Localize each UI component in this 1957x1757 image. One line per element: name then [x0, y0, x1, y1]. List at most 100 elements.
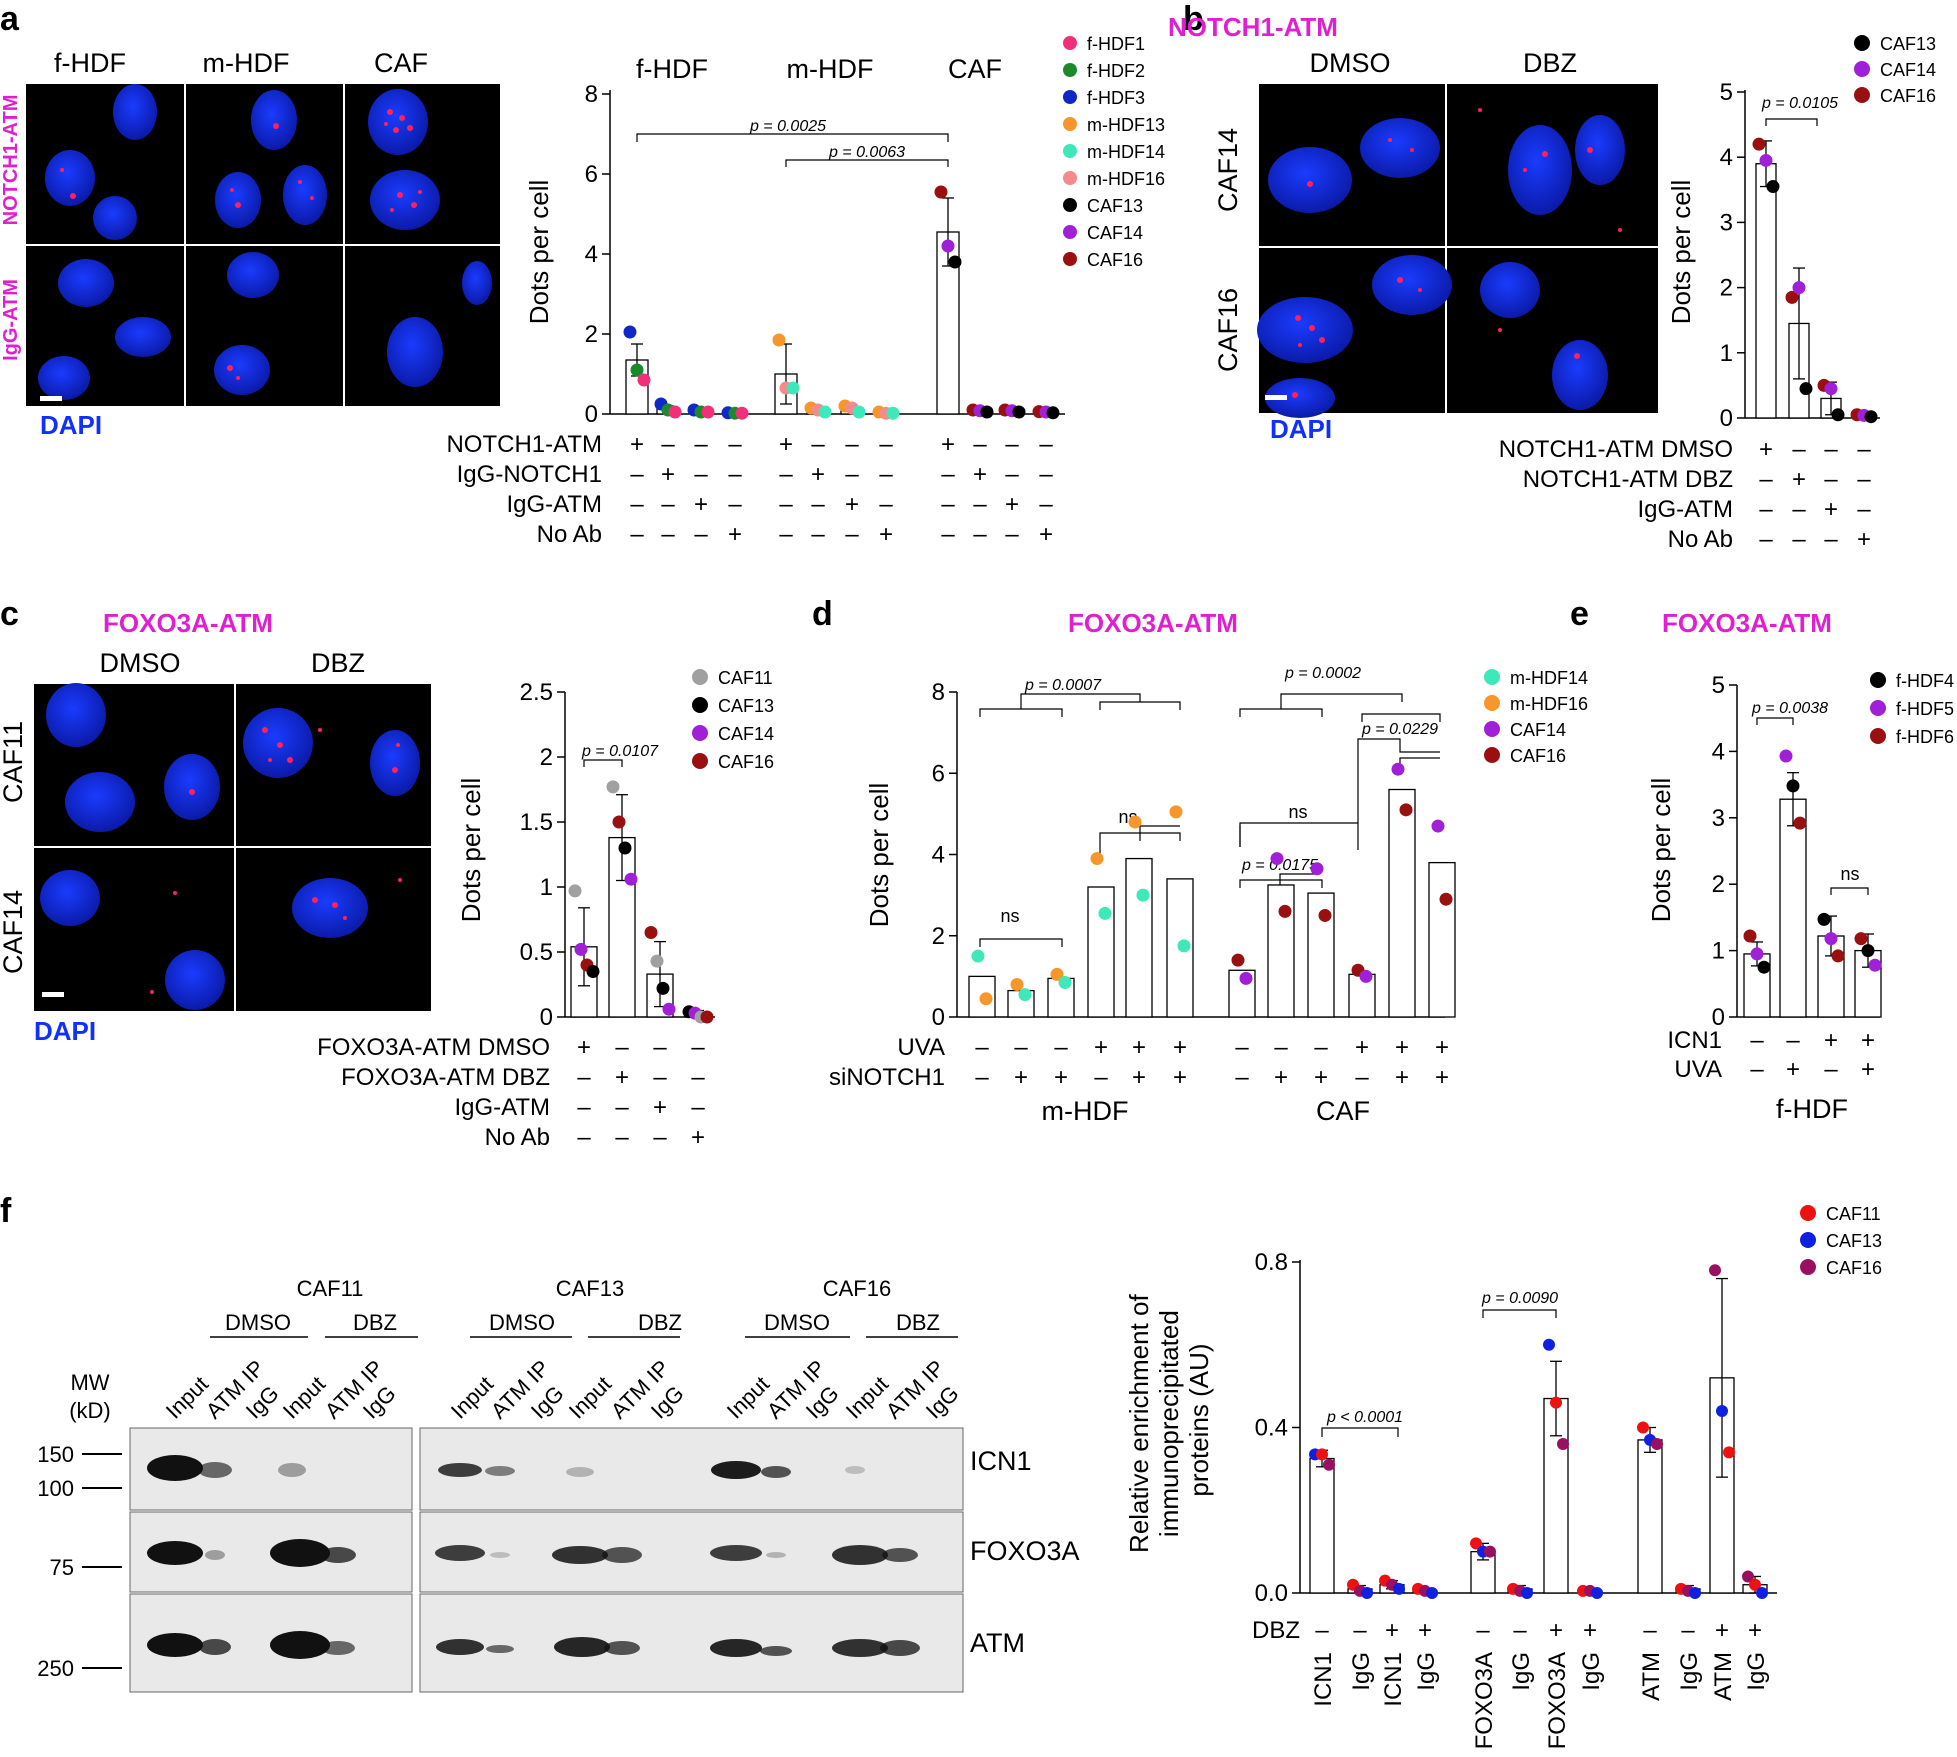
data-point — [1651, 1438, 1663, 1451]
panel-a-micrographs: f-HDF m-HDF CAF NOTCH1-ATM IgG-ATM — [0, 48, 500, 440]
panel-d-title: FOXO3A-ATM — [1068, 608, 1238, 638]
data-point — [1750, 947, 1764, 961]
condition-mark: + — [1549, 1617, 1563, 1644]
panel-f-western-blot: CAF11 CAF13 CAF16 DMSO DBZ DMSO DBZ DMSO… — [37, 1276, 1080, 1693]
panel-e-ylabel: Dots per cell — [1646, 778, 1676, 923]
data-point — [971, 949, 985, 963]
legend-label: CAF14 — [1880, 60, 1936, 80]
legend-swatch — [1484, 695, 1500, 711]
condition-label: UVA — [1674, 1056, 1722, 1083]
data-point — [574, 942, 588, 956]
condition-mark: + — [779, 431, 793, 458]
blot-sample-label: CAF13 — [556, 1276, 624, 1301]
condition-mark: – — [879, 461, 893, 488]
condition-mark: – — [811, 431, 825, 458]
condition-mark: – — [1857, 466, 1871, 493]
significance-bracket — [785, 159, 949, 167]
condition-mark: – — [661, 491, 675, 518]
data-point — [1018, 988, 1032, 1002]
y-tick-label: 8 — [932, 679, 945, 706]
condition-mark: – — [879, 431, 893, 458]
data-point — [568, 884, 582, 898]
x-category-label: IgG — [1413, 1652, 1440, 1691]
y-tick-label: 1 — [1720, 340, 1733, 367]
data-point — [1050, 967, 1064, 981]
p-value: p = 0.0002 — [1284, 665, 1361, 682]
data-point — [1817, 912, 1831, 926]
condition-mark: + — [1824, 1027, 1838, 1054]
blot-row-label: ATM — [970, 1628, 1025, 1658]
condition-mark: – — [1824, 436, 1838, 463]
condition-mark: + — [653, 1094, 667, 1121]
legend-swatch — [1484, 747, 1500, 763]
y-tick-label: 2.5 — [520, 679, 553, 706]
panel-label-b: b — [1183, 0, 1204, 38]
data-point — [886, 406, 900, 420]
panel-label-d: d — [812, 595, 833, 633]
legend-label: f-HDF2 — [1087, 61, 1145, 81]
panel-c-title: FOXO3A-ATM — [103, 608, 273, 638]
significance-bracket — [636, 133, 949, 142]
data-point — [1470, 1537, 1482, 1550]
data-point — [1757, 960, 1771, 974]
legend-label: CAF16 — [1510, 746, 1566, 766]
y-tick-label: 0 — [1712, 1004, 1725, 1031]
bar — [1388, 788, 1416, 1018]
condition-label: No Ab — [537, 521, 602, 548]
data-point — [1046, 406, 1060, 420]
condition-mark: – — [728, 491, 742, 518]
legend-swatch — [692, 697, 708, 713]
data-point — [1323, 1458, 1335, 1471]
legend-label: m-HDF13 — [1087, 115, 1165, 135]
condition-mark: + — [691, 1124, 705, 1151]
data-point — [1058, 975, 1072, 989]
data-point — [980, 405, 994, 419]
condition-mark: + — [1792, 466, 1806, 493]
condition-mark: + — [615, 1064, 629, 1091]
condition-label: FOXO3A-ATM DMSO — [317, 1034, 550, 1061]
condition-mark: + — [1786, 1056, 1800, 1083]
condition-mark: – — [1857, 436, 1871, 463]
x-category-label: IgG — [1578, 1652, 1605, 1691]
data-point — [1793, 816, 1807, 830]
p-value: p = 0.0007 — [1024, 677, 1102, 694]
legend-swatch — [1870, 672, 1886, 688]
data-point — [1543, 1338, 1555, 1351]
condition-label: NOTCH1-ATM — [446, 431, 602, 458]
panel-d-ylabel: Dots per cell — [864, 783, 894, 928]
data-point — [1169, 805, 1183, 819]
condition-mark: – — [1235, 1034, 1249, 1061]
data-point — [662, 1002, 676, 1016]
legend-label: f-HDF4 — [1896, 671, 1954, 691]
data-point — [1779, 749, 1793, 763]
data-point — [1399, 803, 1413, 817]
data-point — [1785, 290, 1799, 304]
legend-swatch — [1063, 36, 1077, 50]
condition-mark: + — [661, 461, 675, 488]
condition-mark: – — [615, 1034, 629, 1061]
scale-bar — [1265, 395, 1287, 400]
data-point — [786, 381, 800, 395]
legend-swatch — [1870, 728, 1886, 744]
blot-treatment-label: DBZ — [638, 1310, 682, 1335]
y-tick-label: 4 — [1720, 144, 1733, 171]
data-point — [637, 373, 651, 387]
legend-swatch — [1800, 1205, 1816, 1221]
pla-dots — [1292, 108, 1622, 398]
p-value: p = 0.0025 — [749, 118, 826, 135]
y-tick-label: 5 — [1712, 672, 1725, 699]
legend-swatch — [1063, 63, 1077, 77]
data-point — [1239, 971, 1253, 985]
blot-row-label: ICN1 — [970, 1446, 1032, 1476]
p-value: p = 0.0063 — [828, 144, 905, 161]
condition-mark: – — [845, 461, 859, 488]
p-value: p = 0.0105 — [1761, 95, 1838, 112]
data-point — [1637, 1421, 1649, 1434]
legend-label: f-HDF1 — [1087, 34, 1145, 54]
data-point — [1786, 779, 1800, 793]
legend-swatch — [1854, 61, 1870, 77]
y-tick-label: 4 — [585, 241, 598, 268]
data-point — [1010, 978, 1024, 991]
data-point — [1484, 1545, 1496, 1558]
condition-mark: + — [1418, 1617, 1432, 1644]
